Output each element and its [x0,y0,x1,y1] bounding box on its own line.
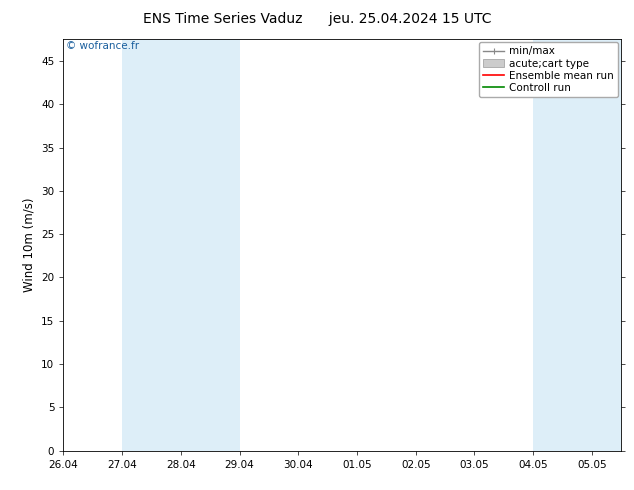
Text: ENS Time Series Vaduz      jeu. 25.04.2024 15 UTC: ENS Time Series Vaduz jeu. 25.04.2024 15… [143,12,491,26]
Bar [122,39,181,451]
Bar [181,39,240,451]
Text: © wofrance.fr: © wofrance.fr [66,41,139,51]
Y-axis label: Wind 10m (m/s): Wind 10m (m/s) [23,198,36,292]
Legend: min/max, acute;cart type, Ensemble mean run, Controll run: min/max, acute;cart type, Ensemble mean … [479,42,618,97]
Bar [592,39,621,451]
Bar [533,39,592,451]
